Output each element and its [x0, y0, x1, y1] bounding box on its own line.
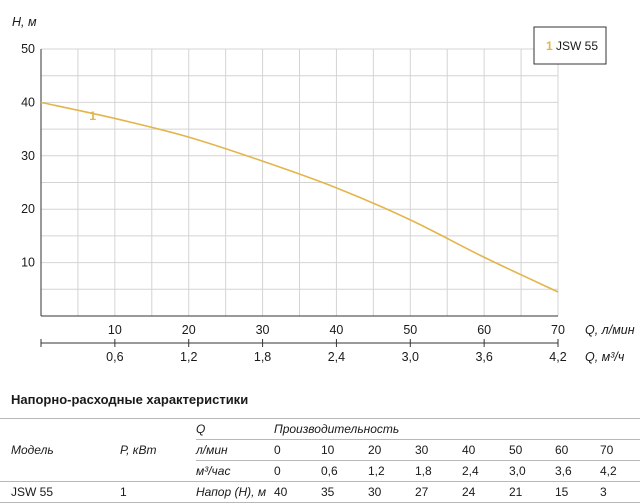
secondary-x-tick-label: 3,6: [475, 350, 492, 364]
model-header: Модель: [11, 443, 54, 457]
head-value: 24: [462, 481, 509, 503]
m3h-label: м³/час: [196, 460, 274, 482]
power-header: Р, кВт: [120, 443, 157, 457]
lmin-value: 30: [415, 439, 462, 461]
secondary-x-tick-labels: 0,6 1,2 1,8 2,4 3,0 3,6 4,2: [106, 350, 567, 364]
m3h-value: 3,0: [509, 460, 555, 482]
m3h-value: 2,4: [462, 460, 509, 482]
series-layer: 1: [40, 101, 559, 293]
x-tick-label: 20: [182, 323, 196, 337]
secondary-x-tick-label: 3,0: [402, 350, 419, 364]
y-tick-label: 10: [21, 256, 35, 270]
table-title: Напорно-расходные характеристики: [11, 392, 249, 407]
y-tick-label: 30: [21, 149, 35, 163]
y-tick-label: 40: [21, 95, 35, 109]
legend-marker: 1: [546, 39, 553, 53]
series-line-jsw55: [40, 101, 559, 293]
x-tick-label: 30: [256, 323, 270, 337]
secondary-x-tick-label: 1,2: [180, 350, 197, 364]
performance-header: Производительность: [274, 418, 640, 440]
y-axis-title: H, м: [12, 15, 37, 29]
lmin-value: 0: [274, 439, 321, 461]
lmin-value: 70: [600, 439, 640, 461]
head-value: 15: [555, 481, 600, 503]
y-tick-labels: 10 20 30 40 50: [21, 42, 35, 270]
legend: 1 JSW 55: [533, 26, 607, 65]
x-tick-label: 50: [403, 323, 417, 337]
y-tick-label: 20: [21, 202, 35, 216]
secondary-x-tick-label: 4,2: [549, 350, 566, 364]
lmin-value: 40: [462, 439, 509, 461]
x-axis-title: Q, л/мин: [585, 323, 635, 337]
x-tick-label: 40: [329, 323, 343, 337]
grid: [41, 48, 559, 316]
y-tick-label: 50: [21, 42, 35, 56]
head-value: 30: [368, 481, 415, 503]
model-name: JSW 55: [0, 481, 120, 503]
m3h-value: 1,8: [415, 460, 462, 482]
table-row: JSW 55 1 Напор (Н), м 40 35 30 27 24 21 …: [0, 481, 640, 503]
m3h-value: 4,2: [600, 460, 640, 482]
m3h-value: 0,6: [321, 460, 368, 482]
head-value: 40: [274, 481, 321, 503]
lmin-value: 10: [321, 439, 368, 461]
head-label: Напор (Н), м: [196, 481, 274, 503]
q-header: Q: [196, 418, 274, 440]
lmin-value: 50: [509, 439, 555, 461]
secondary-x-tick-label: 2,4: [328, 350, 345, 364]
lmin-row: Модель Р, кВт л/мин 0 10 20 30 40 50 60 …: [0, 439, 640, 461]
m3h-row: м³/час 0 0,6 1,2 1,8 2,4 3,0 3,6 4,2: [0, 460, 640, 482]
lmin-value: 20: [368, 439, 415, 461]
head-value: 35: [321, 481, 368, 503]
secondary-x-tick-label: 1,8: [254, 350, 271, 364]
x-axis-title-secondary: Q, м³/ч: [585, 350, 625, 364]
table-header-row: Q Производительность: [0, 418, 640, 440]
series-marker-label: 1: [89, 109, 96, 123]
m3h-value: 3,6: [555, 460, 600, 482]
power-value: 1: [120, 481, 196, 503]
x-tick-label: 10: [108, 323, 122, 337]
m3h-value: 0: [274, 460, 321, 482]
pump-curve-chart: 10 20 30 40 50 10 20 30 40 50 60 70 0,6 1,2 1,8 2,4 3,…: [12, 15, 635, 364]
secondary-x-tick-label: 0,6: [106, 350, 123, 364]
legend-box: [533, 26, 607, 65]
axes: [40, 49, 559, 347]
m3h-value: 1,2: [368, 460, 415, 482]
x-tick-label: 60: [477, 323, 491, 337]
head-value: 3: [600, 481, 640, 503]
x-tick-labels: 10 20 30 40 50 60 70: [108, 323, 565, 337]
lmin-label: л/мин: [196, 439, 274, 461]
head-value: 27: [415, 481, 462, 503]
legend-label: JSW 55: [556, 39, 598, 53]
spec-table: Q Производительность Модель Р, кВт л/мин…: [0, 418, 640, 503]
x-tick-label: 70: [551, 323, 565, 337]
lmin-value: 60: [555, 439, 600, 461]
head-value: 21: [509, 481, 555, 503]
